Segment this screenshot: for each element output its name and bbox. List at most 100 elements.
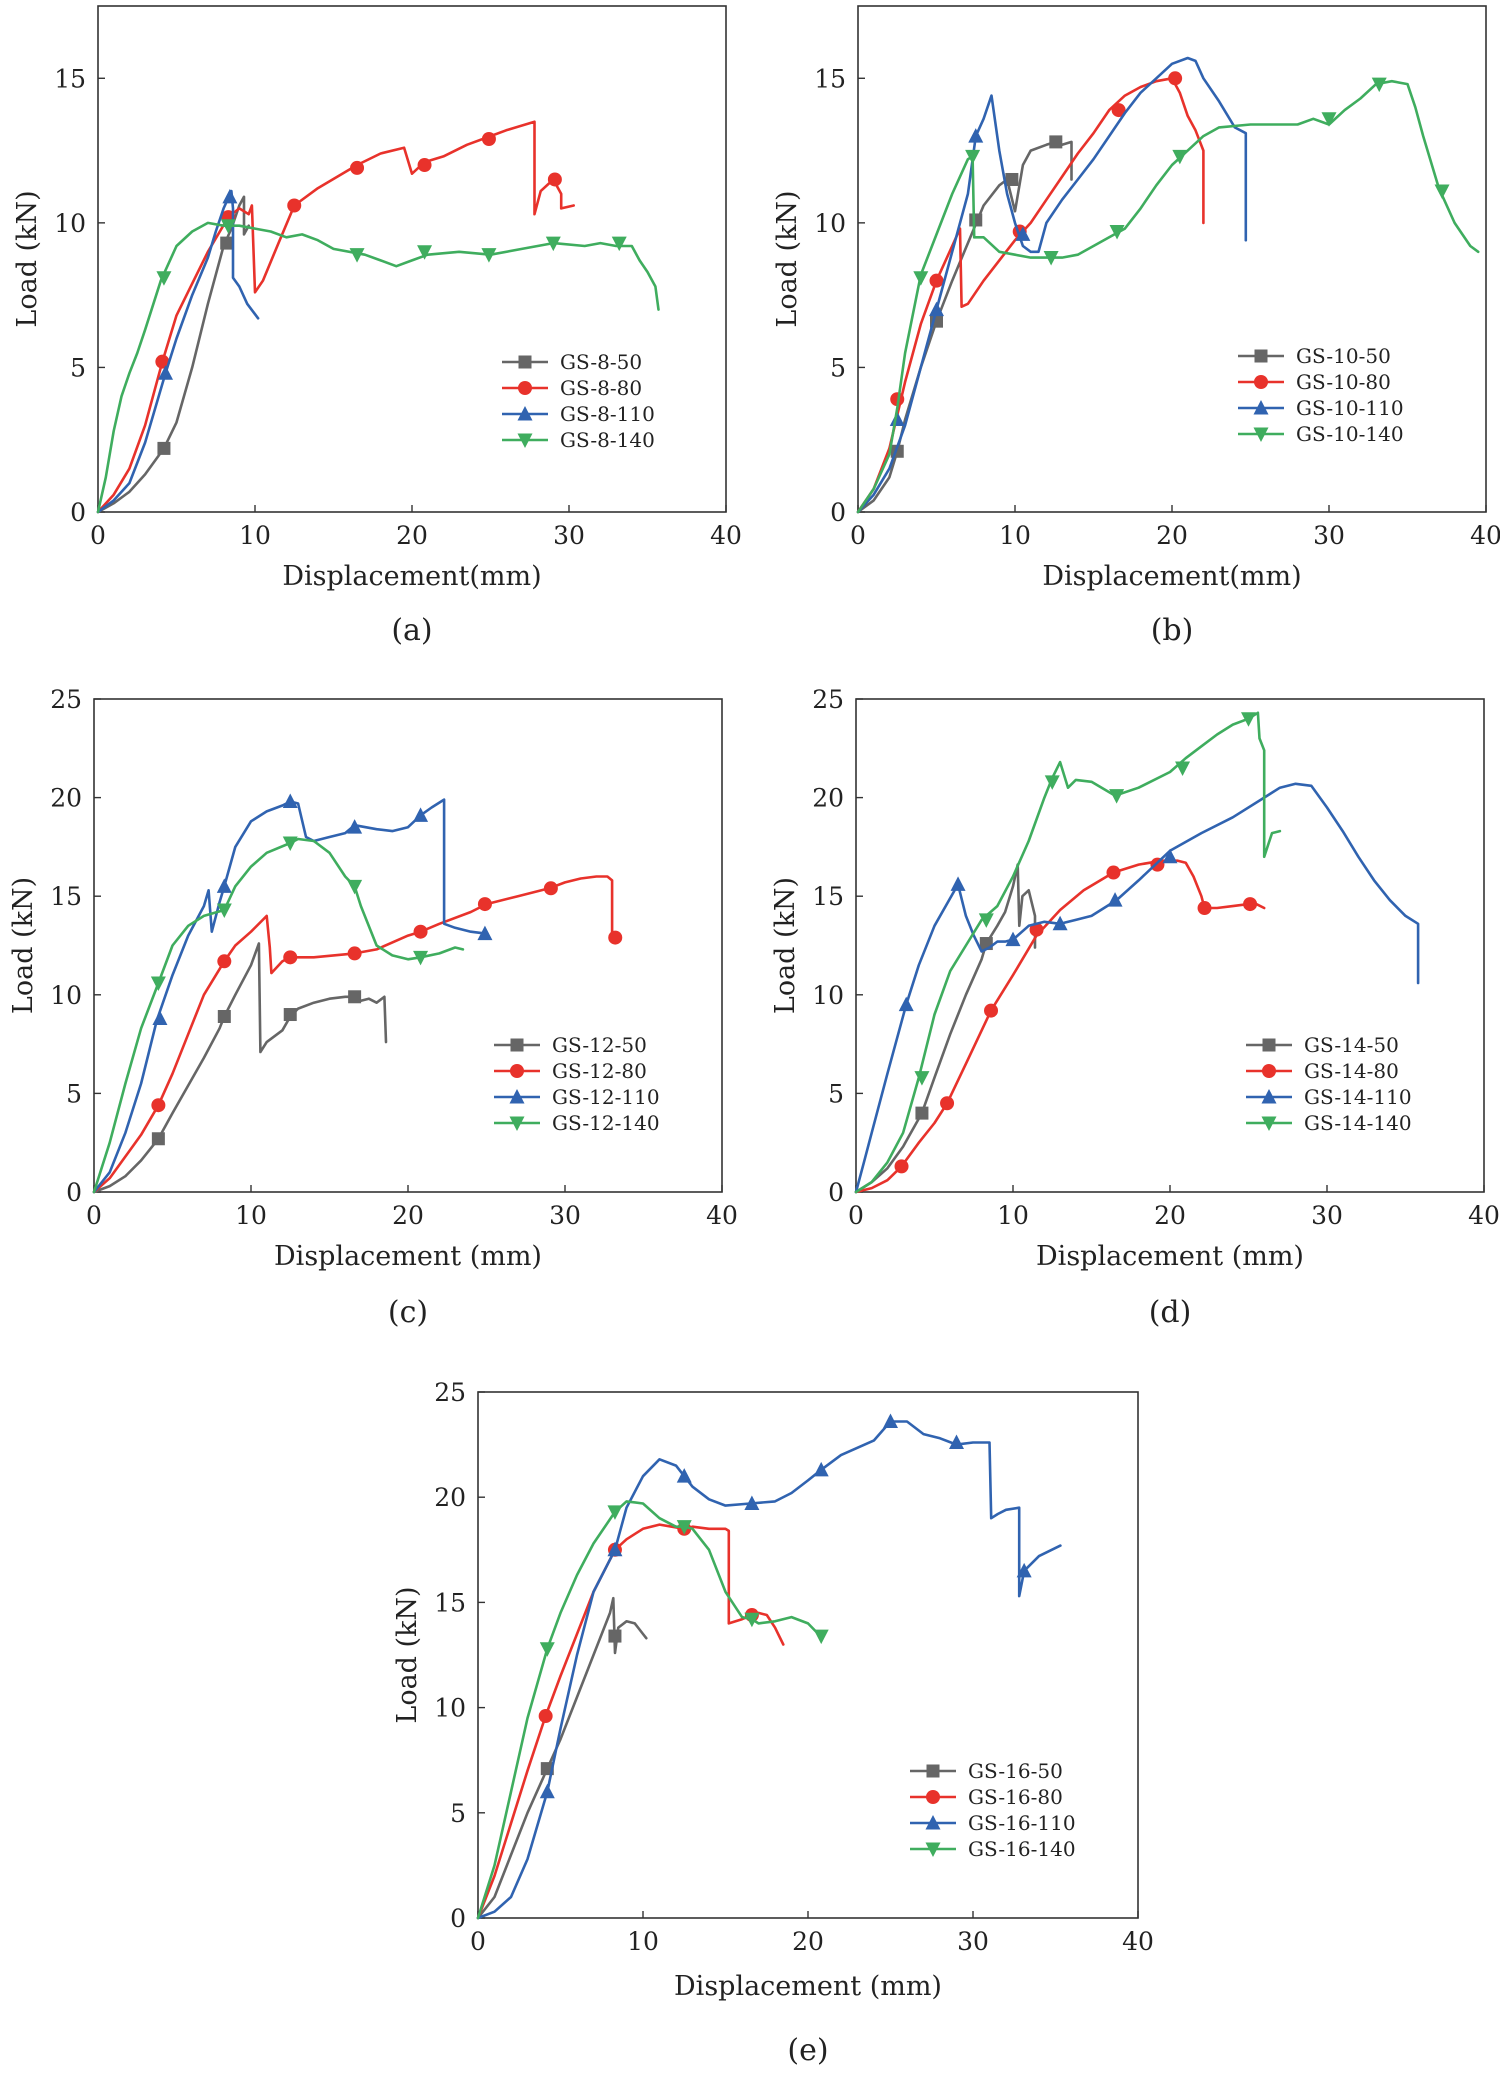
x-tick-label: 0	[850, 521, 866, 550]
data-point-marker	[539, 1783, 555, 1799]
legend-marker	[509, 1089, 525, 1104]
data-point-marker	[965, 149, 981, 165]
data-point-marker	[350, 160, 365, 175]
data-point-marker	[949, 1434, 964, 1449]
data-point-marker	[1175, 761, 1191, 777]
legend-label: GS-16-140	[968, 1837, 1076, 1861]
legend-entry: GS-16-80	[910, 1785, 1063, 1809]
data-point-marker	[413, 950, 429, 966]
x-tick-label: 20	[792, 1927, 824, 1956]
series-line	[854, 711, 1282, 1194]
legend-label: GS-14-140	[1304, 1111, 1412, 1135]
x-tick-label: 30	[553, 521, 585, 550]
data-point-marker	[883, 1413, 898, 1428]
x-tick-label: 0	[86, 1201, 102, 1230]
series-GS-16-80	[476, 1521, 785, 1920]
data-point-marker	[608, 930, 623, 945]
data-point-marker	[220, 236, 234, 250]
data-point-marker	[347, 819, 363, 834]
legend-entry: GS-10-140	[1238, 422, 1404, 446]
data-point-marker	[1434, 184, 1450, 200]
x-tick-label: 20	[396, 521, 428, 550]
series-GS-14-80	[854, 857, 1266, 1194]
data-point-marker	[477, 897, 492, 912]
legend-label: GS-16-50	[968, 1759, 1063, 1783]
series-line	[856, 56, 1248, 514]
legend-label: GS-12-140	[552, 1111, 660, 1135]
x-axis-title: Displacement (mm)	[1036, 1241, 1304, 1272]
data-point-marker	[217, 954, 232, 969]
y-tick-label: 0	[70, 498, 86, 527]
legend-marker	[1261, 1116, 1277, 1131]
data-point-marker	[929, 273, 944, 288]
legend-label: GS-14-110	[1304, 1085, 1412, 1109]
data-point-marker	[984, 1003, 999, 1018]
data-point-marker	[413, 924, 428, 939]
legend-entry: GS-12-50	[494, 1033, 647, 1057]
legend-label: GS-16-80	[968, 1785, 1063, 1809]
panel-label: (c)	[388, 1295, 428, 1330]
series-line	[856, 140, 1073, 514]
panel-label: (a)	[391, 613, 432, 648]
data-point-marker	[1243, 897, 1258, 912]
series-line	[96, 221, 660, 514]
x-tick-label: 10	[235, 1201, 267, 1230]
data-point-marker	[481, 248, 497, 263]
legend-marker	[1253, 400, 1269, 415]
data-point-marker	[155, 354, 170, 369]
series-line	[476, 1420, 1062, 1920]
y-tick-label: 15	[54, 64, 86, 93]
legend-entry: GS-14-50	[1246, 1033, 1399, 1057]
series-GS-14-140	[854, 711, 1282, 1194]
data-point-marker	[915, 1106, 929, 1120]
data-point-marker	[813, 1461, 829, 1477]
data-point-marker	[216, 903, 232, 919]
data-point-marker	[913, 271, 929, 286]
data-point-marker	[547, 172, 562, 187]
legend-entry: GS-10-80	[1238, 370, 1391, 394]
series-GS-10-140	[856, 77, 1480, 514]
y-tick-label: 15	[814, 64, 846, 93]
x-tick-label: 20	[1156, 521, 1188, 550]
series-GS-8-110	[96, 188, 260, 514]
data-point-marker	[283, 1008, 297, 1022]
legend-marker	[1261, 1089, 1277, 1104]
data-point-marker	[898, 996, 914, 1012]
y-tick-label: 0	[450, 1904, 466, 1933]
x-axis-title: Displacement (mm)	[674, 1971, 942, 2002]
x-tick-label: 0	[848, 1201, 864, 1230]
data-point-marker	[1111, 103, 1126, 118]
x-tick-label: 10	[997, 1201, 1029, 1230]
chart-panel-2: 0 10 20 30 40 0 5 10 15 Displacement(mm) Load (kN)…	[772, 5, 1500, 648]
data-point-marker	[151, 1132, 165, 1146]
legend-label: GS-14-80	[1304, 1059, 1399, 1083]
data-point-marker	[894, 1159, 909, 1174]
panel-label: (d)	[1149, 1295, 1192, 1330]
legend-entry: GS-12-80	[494, 1059, 647, 1083]
data-point-marker	[539, 1642, 555, 1657]
legend-entry: GS-8-140	[502, 428, 655, 452]
x-tick-label: 30	[1313, 521, 1345, 550]
data-point-marker	[1043, 251, 1059, 266]
y-tick-label: 15	[434, 1588, 466, 1617]
y-axis-title: Load (kN)	[770, 877, 801, 1014]
data-point-marker	[283, 950, 298, 965]
series-line	[854, 859, 1266, 1194]
data-point-marker	[1109, 789, 1125, 804]
legend-marker	[518, 381, 532, 395]
data-point-marker	[347, 946, 362, 961]
panel-label: (b)	[1151, 613, 1194, 648]
data-point-marker	[1197, 901, 1212, 916]
series-line	[854, 863, 1037, 1194]
series-GS-10-80	[856, 71, 1205, 514]
x-tick-label: 40	[706, 1201, 738, 1230]
x-tick-label: 40	[1470, 521, 1500, 550]
data-point-marker	[607, 1505, 623, 1520]
y-tick-label: 0	[66, 1178, 82, 1207]
data-point-marker	[150, 976, 166, 991]
data-point-marker	[1005, 931, 1021, 947]
data-point-marker	[1371, 77, 1387, 93]
legend-entry: GS-14-140	[1246, 1111, 1412, 1135]
y-tick-label: 25	[812, 685, 844, 714]
data-point-marker	[1106, 865, 1121, 880]
